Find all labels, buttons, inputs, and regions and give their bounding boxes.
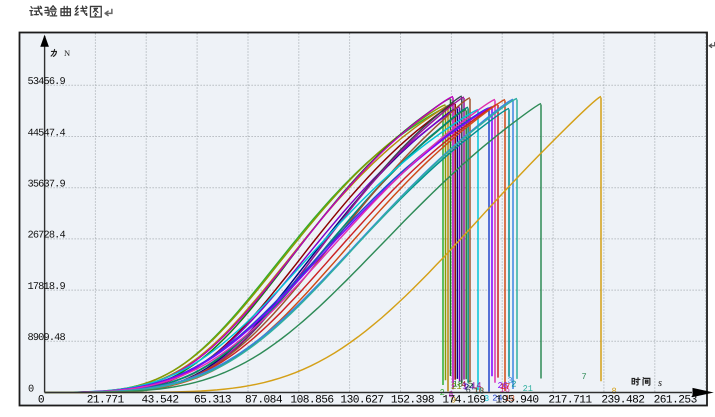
svg-text:152.398: 152.398 [391, 394, 434, 406]
svg-text:261.253: 261.253 [654, 394, 697, 406]
svg-text:53456.9: 53456.9 [28, 76, 66, 88]
svg-text:2: 2 [511, 380, 516, 390]
svg-text:0: 0 [38, 394, 45, 406]
svg-text:26728.4: 26728.4 [28, 230, 66, 242]
svg-text:195.940: 195.940 [495, 394, 539, 406]
svg-text:130.627: 130.627 [340, 394, 383, 406]
svg-text:24: 24 [492, 394, 502, 404]
svg-text:8: 8 [612, 387, 617, 397]
svg-text:26: 26 [498, 381, 508, 391]
svg-text:21: 21 [451, 382, 461, 392]
svg-text:4: 4 [461, 380, 466, 390]
svg-text:35637.9: 35637.9 [28, 179, 66, 191]
svg-text:3: 3 [508, 376, 513, 386]
svg-text:16: 16 [500, 385, 510, 395]
svg-text:5: 5 [468, 380, 473, 390]
svg-text:18: 18 [474, 386, 484, 396]
svg-text:14: 14 [471, 381, 481, 391]
svg-text:44547.4: 44547.4 [28, 127, 66, 139]
svg-text:7: 7 [582, 372, 587, 382]
svg-text:6: 6 [466, 385, 471, 395]
svg-text:1: 1 [462, 382, 467, 392]
svg-text:N: N [64, 48, 70, 58]
svg-text:21: 21 [523, 384, 533, 394]
svg-text:43.542: 43.542 [142, 394, 179, 406]
svg-text:10: 10 [473, 386, 483, 396]
svg-text:239.482: 239.482 [601, 394, 644, 406]
svg-text:217.711: 217.711 [548, 394, 592, 406]
svg-text:24: 24 [464, 382, 474, 392]
svg-text:s: s [658, 378, 662, 389]
svg-text:21.771: 21.771 [87, 394, 125, 406]
svg-text:18: 18 [453, 380, 463, 390]
svg-text:3: 3 [484, 394, 489, 404]
svg-text:65.313: 65.313 [194, 394, 231, 406]
svg-text:108.856: 108.856 [290, 394, 333, 406]
svg-text:17: 17 [500, 382, 510, 392]
svg-text:13: 13 [505, 394, 515, 404]
svg-text:0: 0 [28, 383, 34, 395]
svg-text:87.084: 87.084 [245, 394, 283, 406]
svg-text:9: 9 [451, 396, 456, 406]
svg-text:174.169: 174.169 [442, 394, 485, 406]
svg-text:8909.48: 8909.48 [28, 332, 66, 344]
svg-text:8: 8 [448, 390, 453, 400]
svg-text:17818.9: 17818.9 [28, 281, 66, 293]
